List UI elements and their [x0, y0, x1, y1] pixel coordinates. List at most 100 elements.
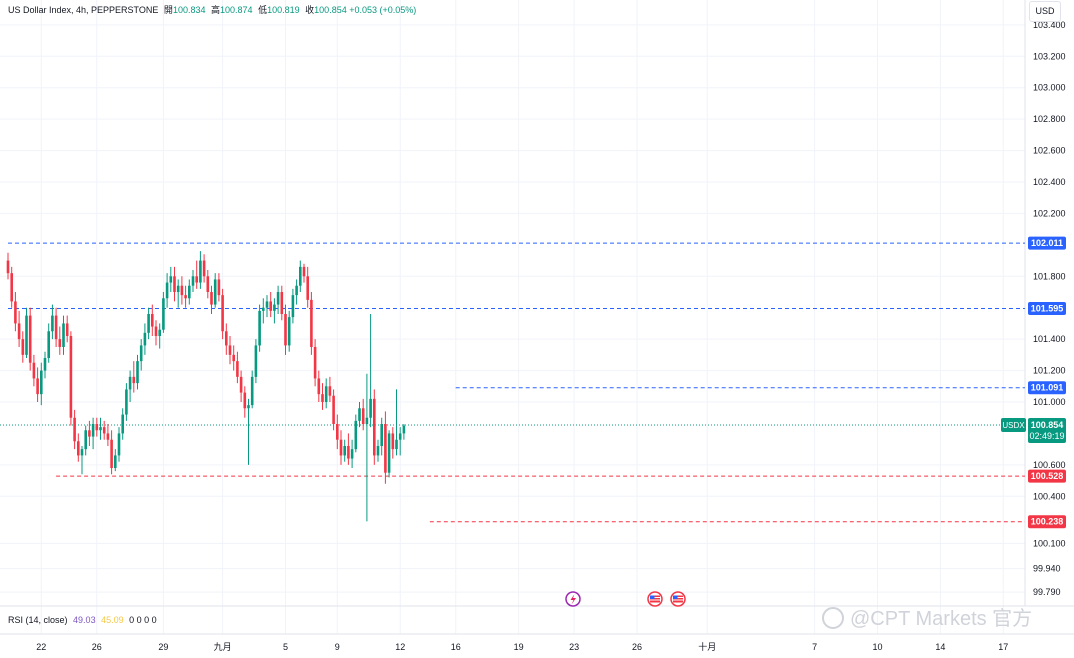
candle-body — [313, 347, 317, 379]
candle-body — [158, 329, 161, 336]
candle-body — [102, 427, 106, 434]
candle-body — [195, 276, 198, 283]
candle-body — [365, 417, 369, 424]
candle-body — [391, 433, 395, 450]
candle-body — [147, 314, 150, 333]
time-tick-label: 16 — [451, 642, 461, 652]
candle-body — [6, 260, 10, 274]
candle-body — [69, 336, 73, 418]
price-tick-label: 101.400 — [1033, 334, 1066, 344]
candle-body — [95, 424, 99, 431]
candle-body — [202, 260, 206, 277]
candle-body — [36, 378, 39, 395]
price-tick-label: 102.200 — [1033, 208, 1066, 218]
watermark: @CPT Markets 官方 — [822, 602, 1032, 631]
time-tick-label: 5 — [283, 642, 288, 652]
candle-body — [299, 266, 302, 286]
low-label: 低 — [258, 5, 268, 15]
price-tick-label: 103.000 — [1033, 83, 1066, 93]
candle-body — [80, 449, 84, 456]
level-price-label: 102.011 — [1031, 238, 1063, 248]
high-value: 100.874 — [220, 5, 253, 15]
time-tick-label: 十月 — [698, 641, 716, 652]
us-flag-event-icon[interactable] — [670, 591, 686, 607]
open-value: 100.834 — [172, 5, 206, 15]
candle-body — [121, 414, 124, 434]
price-axis: 103.400 103.200 103.000 102.800 102.600 102.4… — [1033, 20, 1066, 597]
candle-body — [291, 295, 295, 318]
candle-body — [243, 392, 247, 409]
candle-body — [295, 285, 298, 296]
candle-body — [173, 276, 176, 292]
candle-body — [262, 307, 265, 311]
candle-body — [84, 430, 87, 450]
candle-body — [287, 317, 291, 346]
candle-body — [17, 323, 21, 340]
level-price-label: 100.238 — [1031, 517, 1064, 527]
currency-button[interactable]: USD — [1029, 1, 1061, 22]
candle-body — [373, 398, 376, 456]
candle-body — [328, 386, 332, 396]
rsi-value: 49.03 — [73, 615, 96, 625]
price-tick-label: 101.000 — [1033, 397, 1066, 407]
event-markers — [565, 591, 686, 607]
candle-body — [91, 424, 95, 437]
candle-body — [317, 378, 321, 395]
high-label: 高 — [211, 5, 221, 15]
chart-legend: US Dollar Index, 4h, PEPPERSTONE 開100.83… — [8, 3, 416, 16]
candle-body — [28, 315, 32, 363]
level-price-label: 101.595 — [1031, 304, 1064, 314]
symbol-tag — [1001, 417, 1026, 432]
price-tick-label: 100.600 — [1033, 460, 1066, 470]
candle-body — [99, 427, 102, 431]
time-tick-label: 12 — [395, 642, 405, 652]
candle-body — [354, 420, 358, 450]
time-tick-label: 22 — [36, 642, 46, 652]
price-tick-label: 99.940 — [1033, 564, 1061, 574]
candle-body — [169, 276, 173, 283]
candle-body — [347, 446, 350, 459]
time-tick-label: 19 — [514, 642, 524, 652]
time-tick-label: 29 — [158, 642, 168, 652]
level-labels: 102.011 101.595 101.091 100.528 100.238 USDX 1… — [1001, 236, 1066, 529]
candle-body — [254, 345, 258, 377]
candle-body — [213, 279, 217, 305]
time-tick-label: 26 — [92, 642, 102, 652]
candle-body — [73, 417, 76, 442]
level-price-tag — [1028, 469, 1066, 483]
price-tick-label: 102.800 — [1033, 114, 1066, 124]
candle-body — [339, 439, 343, 456]
candle-body — [10, 273, 13, 302]
candle-body — [180, 285, 184, 296]
time-tick-label: 九月 — [214, 642, 232, 652]
candle-body — [47, 331, 50, 358]
candle-body — [106, 433, 110, 440]
level-price-tag — [1028, 302, 1066, 315]
us-flag-event-icon[interactable] — [647, 591, 663, 607]
candle-body — [358, 408, 361, 421]
candle-body — [176, 285, 180, 292]
candle-body — [369, 398, 372, 418]
time-tick-label: 10 — [872, 642, 882, 652]
candle-body — [110, 439, 113, 468]
change-value: +0.053 (+0.05%) — [349, 5, 417, 15]
level-price-label: 101.091 — [1031, 383, 1064, 393]
level-price-tag — [1028, 236, 1066, 250]
candle-body — [154, 326, 158, 336]
price-tick-label: 103.400 — [1033, 20, 1066, 30]
lightning-event-icon[interactable] — [565, 591, 581, 607]
price-tick-label: 102.600 — [1033, 146, 1066, 156]
open-label: 開 — [163, 5, 173, 15]
candle-body — [284, 314, 287, 346]
candle-body — [384, 424, 387, 473]
candle-body — [332, 395, 335, 424]
rsi-label[interactable]: RSI (14, close) — [8, 615, 68, 625]
time-axis: 22 26 29 九月 5 9 12 16 19 23 26 十月 7 10 14 17 — [36, 641, 1008, 652]
candle-body — [402, 425, 406, 434]
candle-body — [151, 314, 154, 327]
candle-body — [210, 292, 213, 305]
candle-body — [273, 304, 276, 311]
candle-body — [143, 332, 147, 346]
symbol-label[interactable]: US Dollar Index, 4h, PEPPERSTONE — [8, 5, 159, 15]
